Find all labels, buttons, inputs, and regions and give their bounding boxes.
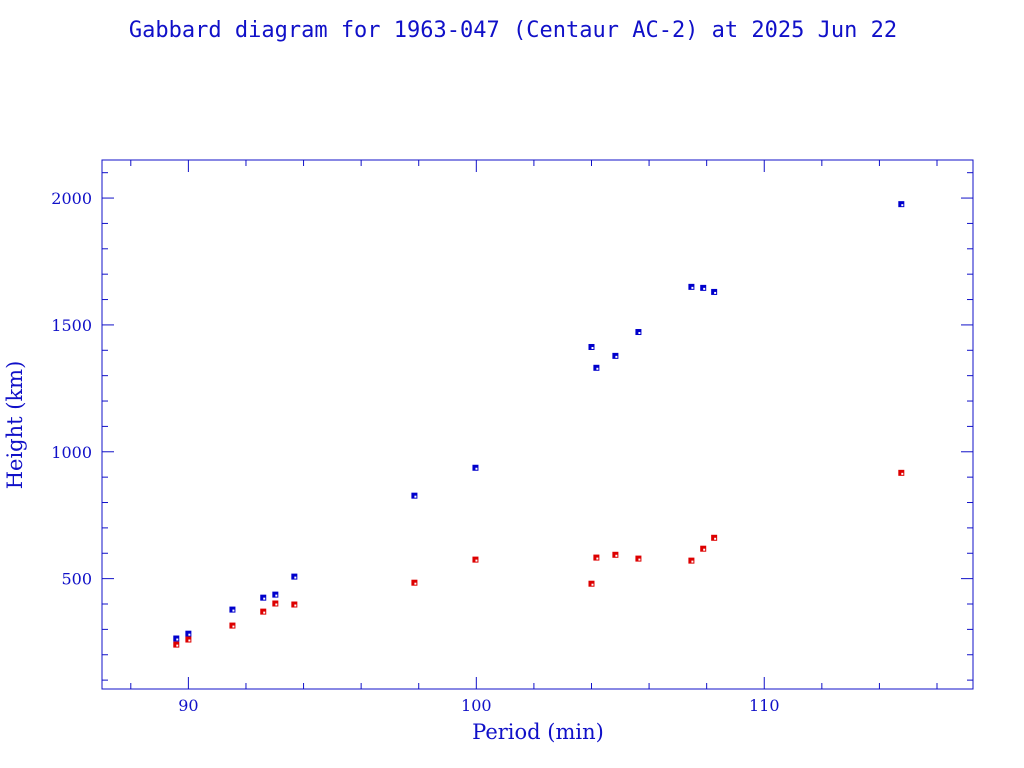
- y-tick-label: 500: [61, 570, 92, 589]
- apogee-point-mark: [176, 638, 179, 641]
- apogee-point-mark: [714, 291, 717, 294]
- apogee-point-mark: [615, 355, 618, 358]
- y-tick-label: 1500: [51, 316, 92, 335]
- perigee-point-mark: [263, 611, 266, 614]
- perigee-point-mark: [703, 548, 706, 551]
- perigee-point-mark: [275, 603, 278, 606]
- perigee-point-mark: [638, 558, 641, 561]
- x-tick-label: 100: [461, 696, 492, 715]
- apogee-point-mark: [232, 609, 235, 612]
- x-tick-label: 110: [749, 696, 780, 715]
- apogee-point-mark: [275, 594, 278, 597]
- apogee-point-mark: [188, 633, 191, 636]
- perigee-point-mark: [232, 625, 235, 628]
- plot-frame: [101, 159, 974, 690]
- apogee-point-mark: [691, 286, 694, 289]
- x-axis-label: Period (min): [472, 720, 604, 744]
- perigee-point-mark: [714, 537, 717, 540]
- apogee-point-mark: [414, 495, 417, 498]
- perigee-point-mark: [691, 560, 694, 563]
- perigee-point-mark: [414, 582, 417, 585]
- apogee-point-mark: [294, 576, 297, 579]
- perigee-point-mark: [176, 644, 179, 647]
- chart-title: Gabbard diagram for 1963-047 (Centaur AC…: [129, 18, 897, 43]
- perigee-point-mark: [901, 472, 904, 475]
- y-tick-label: 2000: [51, 189, 92, 208]
- y-axis-label: Height (km): [3, 361, 27, 490]
- perigee-point-mark: [596, 557, 599, 560]
- apogee-point-mark: [475, 467, 478, 470]
- apogee-point-mark: [638, 332, 641, 335]
- apogee-point-mark: [596, 367, 599, 370]
- apogee-point-mark: [591, 346, 594, 349]
- perigee-point-mark: [615, 554, 618, 557]
- apogee-point-mark: [901, 204, 904, 207]
- apogee-point-mark: [263, 597, 266, 600]
- perigee-point-mark: [188, 639, 191, 642]
- perigee-point-mark: [475, 559, 478, 562]
- y-tick-label: 1000: [51, 443, 92, 462]
- apogee-point-mark: [703, 287, 706, 290]
- x-tick-label: 90: [178, 696, 198, 715]
- perigee-point-mark: [294, 604, 297, 607]
- perigee-point-mark: [591, 583, 594, 586]
